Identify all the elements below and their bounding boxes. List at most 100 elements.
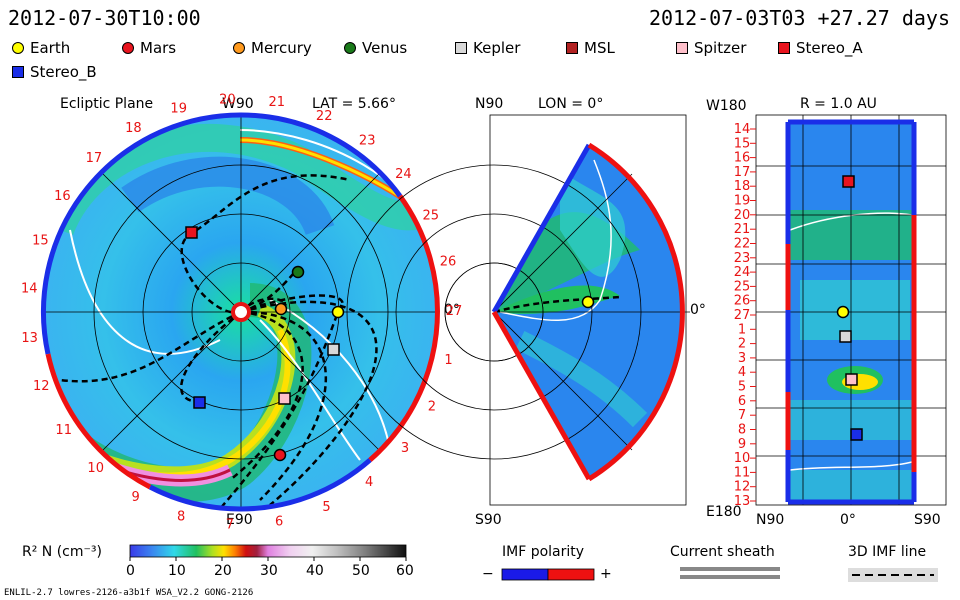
- meridional-panel: [346, 142, 690, 482]
- legend-venus: Venus: [344, 38, 407, 58]
- density-colorbar: [129, 544, 407, 558]
- ecliptic-w90-label: W90: [222, 96, 254, 112]
- carrington-label: 24: [395, 167, 412, 182]
- model-time-label: 2012-07-03T03 +27.27 days: [648, 6, 950, 30]
- kepler-marker-icon: [839, 330, 852, 343]
- radial-row-label: 8: [738, 423, 746, 438]
- carrington-label: 5: [322, 500, 330, 515]
- spitzer-marker-icon: [845, 373, 858, 386]
- venus-marker-icon: [344, 42, 356, 54]
- stereo-a-marker-icon: [842, 175, 855, 188]
- colorbar-title: R² N (cm⁻³): [22, 544, 102, 560]
- radial-row-label: 6: [738, 394, 746, 409]
- earth-marker-icon: [12, 42, 24, 54]
- carrington-label: 16: [54, 189, 71, 204]
- ecliptic-title: Ecliptic Plane: [60, 96, 154, 112]
- carrington-label: 6: [275, 515, 283, 530]
- colorbar-tick: 60: [396, 563, 414, 579]
- carrington-label: 8: [177, 509, 185, 524]
- legend-msl: MSL: [566, 38, 615, 58]
- carrington-label: 11: [55, 423, 72, 438]
- radial-carrington-labels: 1415161718192021222324252627123456789101…: [734, 122, 756, 509]
- radial-row-label: 17: [734, 165, 751, 180]
- stereo-a-marker-icon: [778, 42, 790, 54]
- radial-row-label: 14: [734, 122, 751, 137]
- radial-row-label: 25: [734, 279, 751, 294]
- legend-spitzer: Spitzer: [676, 38, 746, 58]
- radial-row-label: 4: [738, 365, 746, 380]
- spitzer-marker-icon: [278, 392, 291, 405]
- radial-row-label: 18: [734, 179, 751, 194]
- radial-row-label: 7: [738, 408, 746, 423]
- mars-marker-icon: [273, 448, 287, 462]
- radial-row-label: 20: [734, 208, 751, 223]
- radial-row-label: 11: [734, 465, 751, 480]
- ecliptic-zero-label: 0°: [444, 302, 460, 318]
- carrington-label: 15: [32, 233, 49, 248]
- colorbar-tick: 40: [306, 563, 324, 579]
- radial-row-label: 24: [734, 265, 751, 280]
- model-version-footer: ENLIL-2.7 lowres-2126-a3b1f WSA_V2.2 GON…: [4, 588, 254, 598]
- radial-s90-label: S90: [914, 512, 941, 528]
- radial-e180-label: E180: [706, 504, 742, 520]
- stereo-b-marker-icon: [850, 428, 863, 441]
- carrington-label: 9: [131, 490, 139, 505]
- carrington-label: 23: [359, 133, 376, 148]
- colorbar-tick: 20: [214, 563, 232, 579]
- msl-marker-icon: [566, 42, 578, 54]
- colorbar-tick: 50: [352, 563, 370, 579]
- imf-positive-swatch: [547, 568, 595, 581]
- earth-marker-icon: [836, 305, 850, 319]
- radial-row-label: 19: [734, 194, 751, 209]
- carrington-label: 2: [428, 400, 436, 415]
- radial-row-label: 9: [738, 437, 746, 452]
- legend-stereo-a: Stereo_A: [778, 38, 863, 58]
- imf-line-title: 3D IMF line: [848, 544, 927, 560]
- meridional-lon-label: LON = 0°: [538, 96, 604, 112]
- radial-row-label: 1: [738, 322, 746, 337]
- current-sheath-title: Current sheath: [670, 544, 775, 560]
- earth-marker-icon: [331, 305, 345, 319]
- ecliptic-plane-panel: [40, 112, 440, 512]
- legend-mars: Mars: [122, 38, 176, 58]
- radial-row-label: 12: [734, 480, 751, 495]
- mars-marker-icon: [122, 42, 134, 54]
- meridional-s90-label: S90: [475, 512, 502, 528]
- carrington-label: 1: [444, 353, 452, 368]
- radial-n90-label: N90: [756, 512, 785, 528]
- carrington-label: 22: [316, 109, 333, 124]
- carrington-label: 21: [269, 95, 286, 110]
- radial-row-label: 3: [738, 351, 746, 366]
- colorbar-tick: 0: [126, 563, 135, 579]
- radial-panel: [756, 115, 946, 505]
- carrington-label: 10: [87, 461, 104, 476]
- radial-row-label: 16: [734, 151, 751, 166]
- carrington-label: 26: [440, 255, 457, 270]
- imf-minus-label: −: [482, 566, 494, 582]
- carrington-label: 14: [21, 282, 38, 297]
- carrington-label: 19: [170, 101, 187, 116]
- legend-stereo-b: Stereo_B: [12, 62, 97, 82]
- meridional-n90-label: N90: [475, 96, 504, 112]
- carrington-label: 4: [365, 475, 373, 490]
- sun-icon: [231, 302, 251, 322]
- radial-row-label: 13: [734, 494, 751, 509]
- radial-row-label: 15: [734, 136, 751, 151]
- stereo-b-marker-icon: [12, 66, 24, 78]
- ecliptic-e90-label: E90: [226, 512, 253, 528]
- carrington-label: 27: [446, 304, 463, 319]
- earth-marker-icon: [581, 295, 595, 309]
- colorbar-tick: 10: [168, 563, 186, 579]
- radial-row-label: 5: [738, 380, 746, 395]
- meridional-frame: [489, 114, 687, 506]
- stereo-a-marker-icon: [185, 226, 198, 239]
- radial-w180-label: W180: [706, 98, 747, 114]
- carrington-label: 7: [226, 518, 234, 533]
- carrington-label: 18: [125, 121, 142, 136]
- legend-earth: Earth: [12, 38, 70, 58]
- radial-row-label: 22: [734, 237, 751, 252]
- radial-row-label: 2: [738, 337, 746, 352]
- imf-polarity-title: IMF polarity: [502, 544, 585, 560]
